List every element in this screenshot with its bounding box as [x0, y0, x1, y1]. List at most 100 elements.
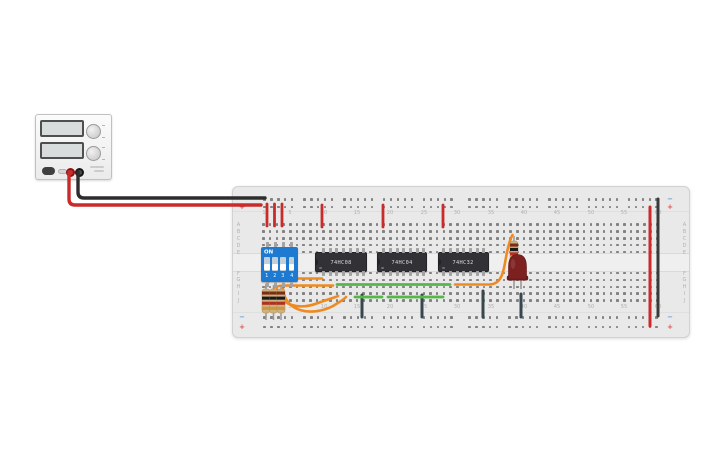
dip-handle[interactable]: [272, 263, 278, 270]
rail-hole: [655, 325, 658, 329]
signal-wire-orange-2[interactable]: [272, 284, 335, 290]
power-supply[interactable]: [35, 114, 112, 180]
breadboard-hole: [475, 230, 479, 233]
breadboard-hole: [542, 237, 546, 240]
dip-handle[interactable]: [264, 263, 270, 270]
breadboard-hole: [389, 230, 392, 233]
breadboard-hole: [442, 237, 446, 240]
signal-wire-orange-loop-2[interactable]: [281, 287, 348, 313]
breadboard-hole: [642, 223, 646, 226]
rail-hole: [396, 205, 400, 209]
rail-hole: [429, 198, 433, 201]
rail-hole: [396, 325, 400, 329]
dip-switch-lever-1[interactable]: [264, 257, 270, 271]
breadboard-hole: [496, 243, 499, 247]
breadboard-hole: [288, 299, 292, 302]
rail-hole: [495, 316, 499, 319]
supply-positive-wire[interactable]: [67, 170, 263, 207]
breadboard-hole: [502, 278, 506, 282]
breadboard-hole: [429, 299, 432, 302]
breadboard-hole: [609, 223, 613, 226]
breadboard-hole: [409, 292, 412, 295]
rail-hole: [548, 316, 551, 319]
breadboard-hole: [462, 292, 466, 295]
breadboard-hole: [462, 237, 466, 240]
rail-hole: [396, 198, 400, 201]
rail-hole: [641, 325, 645, 329]
dip-switch-lever-3[interactable]: [280, 257, 286, 271]
dip-number: 3: [281, 272, 285, 279]
breadboard-hole: [529, 292, 532, 295]
breadboard-hole: [622, 292, 626, 295]
breadboard-hole: [582, 271, 586, 275]
breadboard-hole: [395, 243, 399, 247]
rail-hole: [575, 316, 579, 319]
breadboard-hole: [275, 237, 279, 240]
breadboard-hole: [462, 230, 466, 233]
breadboard-hole: [596, 223, 599, 226]
breadboard-hole: [435, 230, 439, 233]
power-button[interactable]: [42, 167, 55, 175]
breadboard-hole: [602, 237, 606, 240]
breadboard-hole: [549, 285, 553, 289]
board-divider: [233, 312, 689, 313]
ic-74hc08[interactable]: 74HC08: [315, 248, 367, 276]
breadboard-hole: [549, 271, 553, 275]
breadboard-hole: [629, 237, 633, 240]
breadboard-hole: [589, 243, 593, 247]
breadboard-hole: [282, 230, 285, 233]
breadboard-hole: [536, 285, 539, 289]
breadboard-hole: [355, 230, 359, 233]
breadboard-hole: [329, 278, 332, 282]
breadboard-hole: [622, 278, 626, 282]
signal-wire-orange-led[interactable]: [453, 233, 514, 286]
supply-negative-wire[interactable]: [76, 170, 267, 200]
breadboard-hole: [275, 223, 279, 226]
ic-74hc32[interactable]: 74HC32: [438, 248, 489, 276]
breadboard-hole: [536, 223, 539, 226]
rail-hole: [303, 325, 306, 329]
ic-74hc04[interactable]: 74HC04: [377, 248, 427, 276]
breadboard-hole: [375, 299, 379, 302]
column-number: 35: [487, 209, 494, 216]
rail-hole: [515, 198, 518, 201]
ic-pin: [462, 248, 466, 253]
breadboard-hole: [602, 243, 606, 247]
column-number: 35: [487, 303, 494, 309]
breadboard-hole: [636, 285, 639, 289]
breadboard-hole: [402, 223, 406, 226]
rail-hole: [615, 316, 619, 319]
rail-hole: [363, 316, 367, 319]
rail-hole: [601, 316, 605, 319]
breadboard-hole: [355, 299, 359, 302]
ic-pin: [362, 271, 366, 276]
rail-hole: [495, 325, 499, 329]
dip-switch[interactable]: ON 1 2 3 4: [261, 242, 298, 287]
rail-hole: [270, 198, 273, 201]
breadboard-hole: [295, 292, 299, 295]
breadboard-hole: [536, 243, 539, 247]
breadboard-hole: [395, 230, 399, 233]
current-knob[interactable]: [85, 146, 101, 161]
pulldown-resistor-2-band: [269, 291, 278, 295]
breadboard-hole: [529, 299, 532, 302]
breadboard-hole: [422, 230, 426, 233]
ic-pin: [469, 248, 473, 253]
dip-switch-lever-2[interactable]: [272, 257, 278, 271]
ic-pin: [402, 248, 406, 253]
ic-pin1-dot: [442, 266, 445, 269]
dip-handle[interactable]: [280, 263, 286, 270]
ic-pin: [382, 248, 386, 253]
rail-hole: [508, 325, 511, 329]
dip-handle[interactable]: [288, 263, 294, 270]
dip-switch-lever-4[interactable]: [288, 257, 294, 271]
dip-pin: [273, 282, 277, 287]
rail-hole: [349, 325, 353, 329]
rail-hole: [648, 198, 652, 201]
breadboard-hole: [462, 243, 466, 247]
breadboard-hole: [429, 278, 432, 282]
breadboard-hole: [556, 278, 559, 282]
voltage-knob[interactable]: [85, 124, 101, 139]
breadboard-hole: [349, 285, 352, 289]
